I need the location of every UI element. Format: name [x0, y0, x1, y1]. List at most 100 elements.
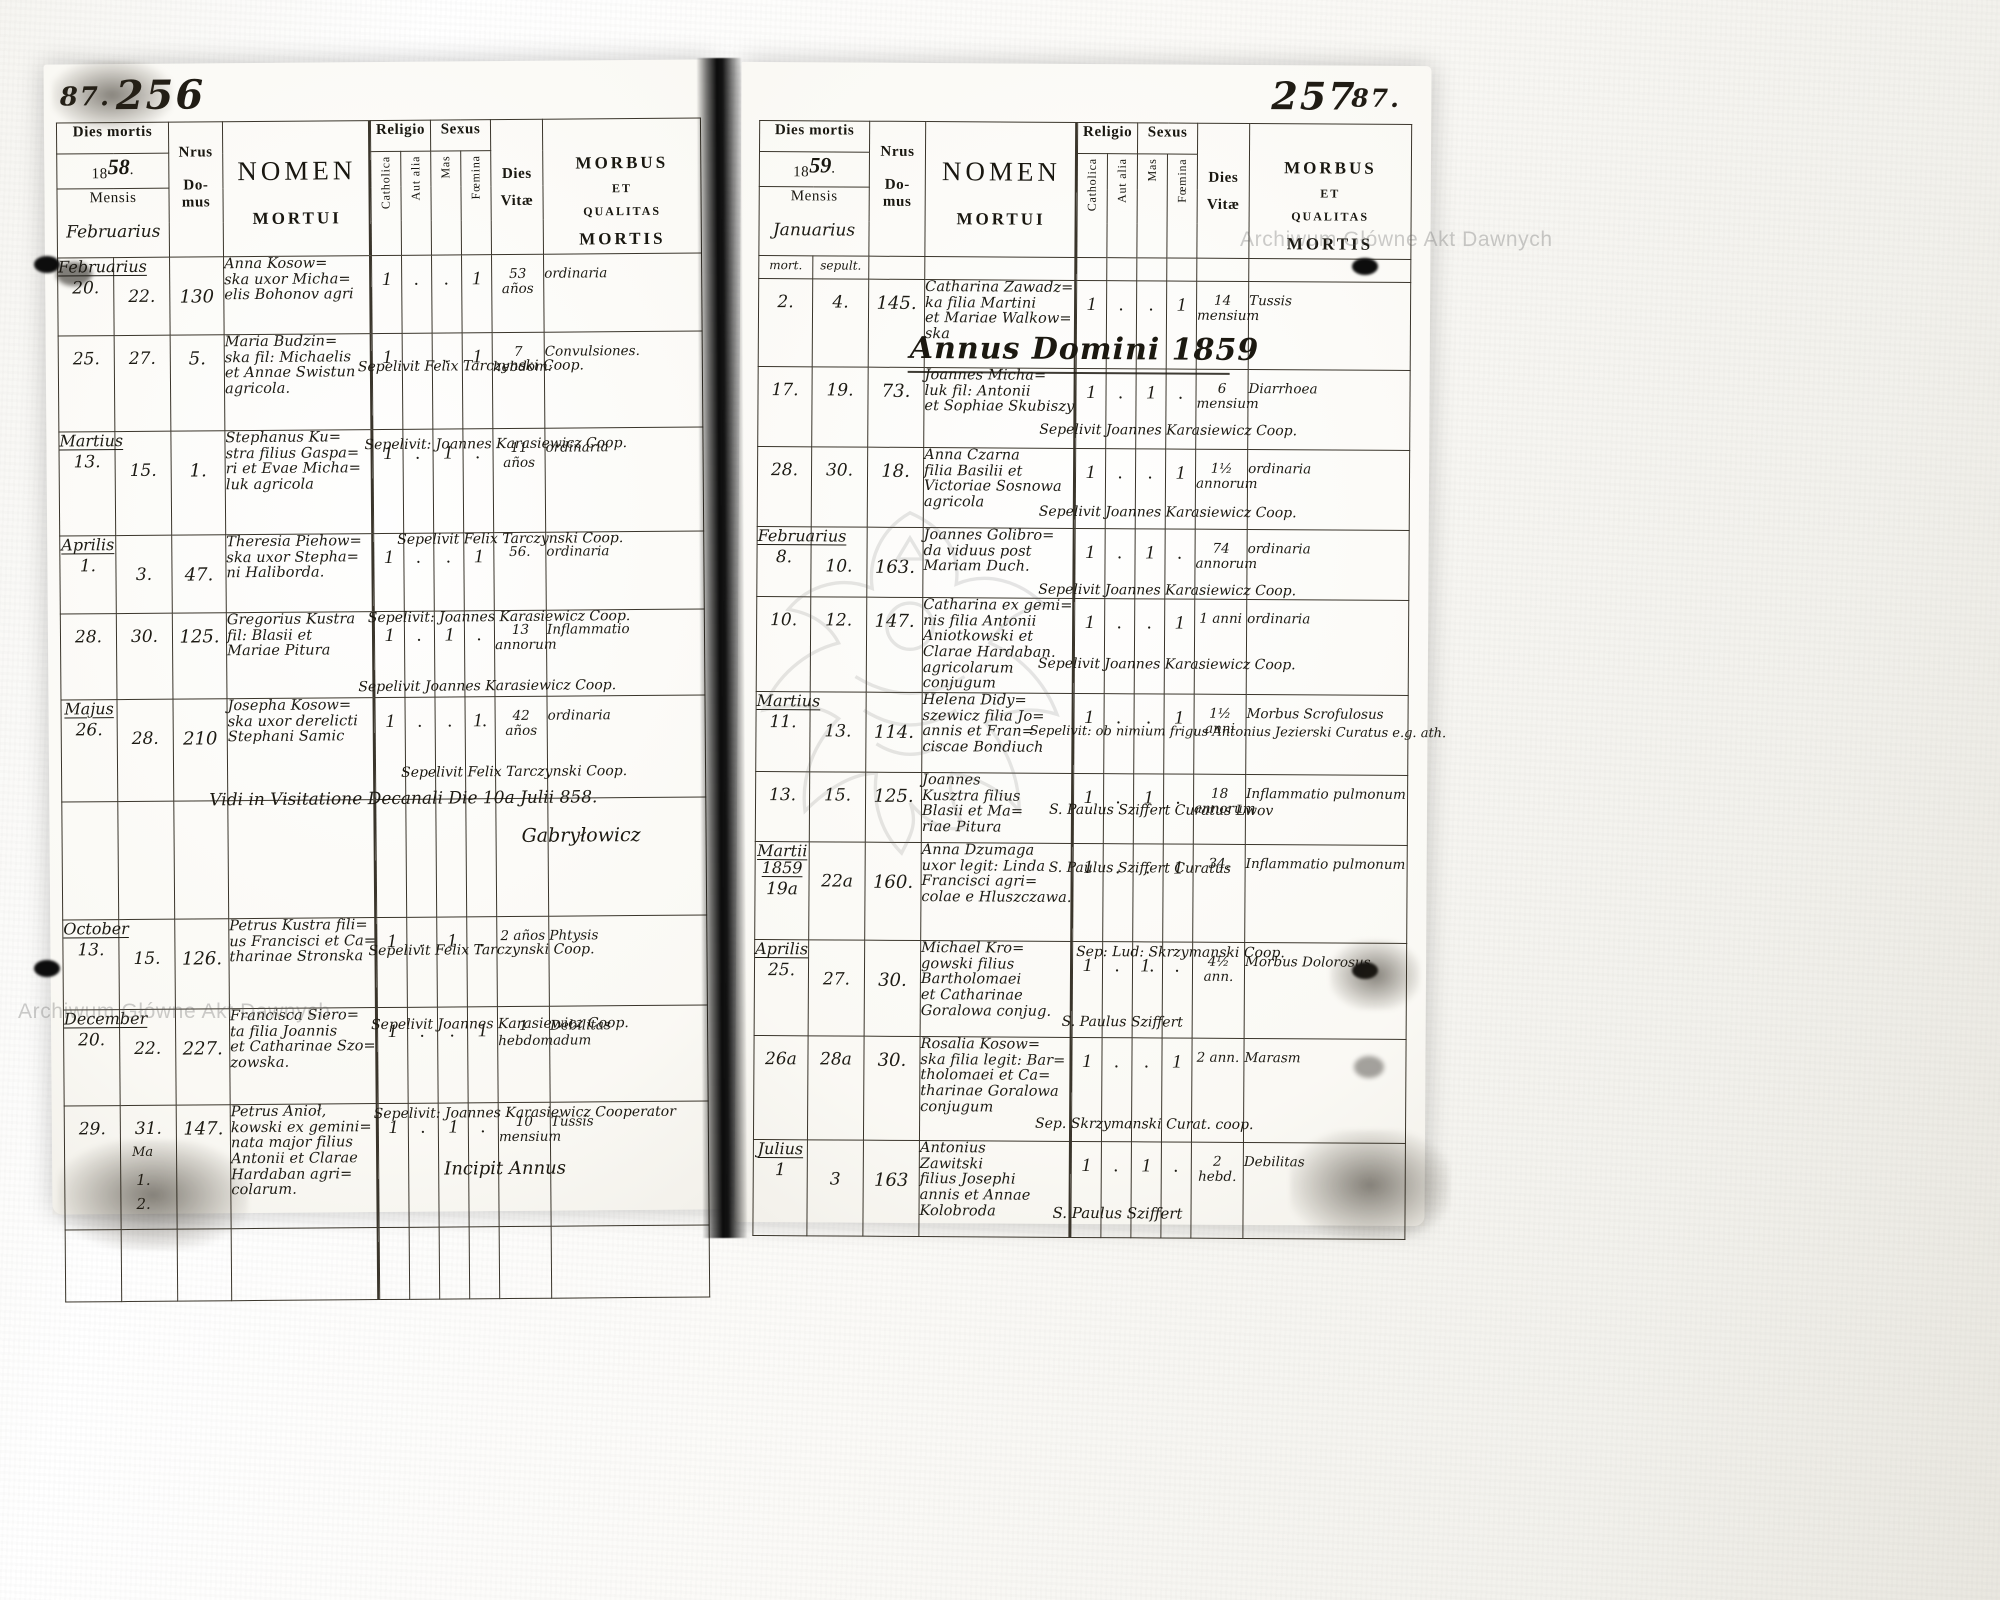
cell-numerus-domus: 125. — [865, 772, 922, 843]
cell-catholica: 1 — [378, 1103, 410, 1228]
deceased-name-line: Clarae Hardaban. — [922, 643, 1056, 661]
header-spacer-alia — [1106, 257, 1137, 281]
tally-mark: . — [444, 268, 450, 290]
cell-foemina: 1 — [1162, 843, 1194, 943]
cell-dies-mortis: Aprilis 25. — [754, 939, 809, 1036]
house-number: 1. — [189, 460, 207, 482]
table-row: 2. 4. 145. Catharina Zawadz= ka filia Martin… — [758, 278, 1411, 371]
right-page-leaf: 257 87. Dies mortis — [734, 61, 1446, 1240]
tally-mark: . — [420, 1020, 426, 1042]
burial-day: 4. — [832, 292, 849, 313]
cell-morbus-qualitas: Tussis — [1248, 281, 1411, 371]
tally-mark: . — [1117, 542, 1123, 564]
age-at-death: 2 años — [500, 927, 546, 945]
header-morbus-right: MORBUS — [1284, 158, 1377, 178]
cell-dies-mortis: 28. — [757, 446, 812, 527]
tally-mark: 1 — [447, 930, 457, 952]
cell-catholica: 1 — [1075, 448, 1106, 529]
tally-mark: 1 — [1081, 1154, 1092, 1176]
cell-morbus-qualitas — [547, 796, 707, 917]
tally-mark: . — [479, 930, 485, 952]
burial-day: 30. — [130, 626, 159, 647]
header-mas-right: Mas — [1136, 153, 1168, 259]
header-mortis: MORTIS — [579, 228, 666, 249]
deceased-name-line: Gregorius Kustra — [226, 611, 356, 629]
cell-morbus-qualitas: Morbus Dolorosus — [1244, 942, 1407, 1040]
table-row: 26a 28a 30. Rosalia Kosow= ska filia legit: … — [753, 1035, 1407, 1144]
cell-dies-vitae: 13 annorum — [494, 610, 557, 697]
table-row: 13. 15. 125. Joannes Kusztra filius Blasii et… — [755, 771, 1408, 846]
deceased-name-line: Michael Kro= — [921, 939, 1025, 957]
burial-day: 19. — [826, 380, 854, 401]
house-number: 47. — [184, 564, 214, 586]
burial-day: 28. — [131, 728, 159, 749]
header-nomen: NOMEN — [237, 155, 357, 187]
age-at-death: 56. — [509, 543, 531, 561]
cause-of-death: Convulsiones. — [544, 342, 640, 360]
cell-mas: . — [1134, 598, 1165, 694]
deceased-name-line: ni Haliborda. — [226, 564, 325, 582]
tally-mark: . — [414, 268, 420, 290]
month-label: Majus — [64, 699, 114, 719]
cell-nomen-mortui: Anna Czarna filia Basilii et Victoriae Sos… — [923, 447, 1076, 529]
cell-foemina: . — [462, 428, 494, 533]
cell-nomen-mortui: Petrus Anioł, kowski ex gemini= nata major… — [230, 1103, 380, 1229]
cell-aut-alia: . — [1104, 598, 1135, 694]
header-catholica-right: Catholica — [1076, 153, 1108, 258]
header-domus-line2-right: mus — [882, 193, 912, 210]
cell-dies-mortis: Februarius 8. — [756, 526, 846, 597]
death-day: 26a — [765, 1049, 797, 1070]
cell-mas: 1 — [1133, 773, 1164, 844]
cause-of-death — [548, 809, 705, 810]
house-number: 210 — [183, 728, 218, 750]
tally-mark: . — [1148, 462, 1154, 484]
cell-dies-mortis: 17. — [757, 366, 813, 447]
cell-numerus-domus: 30. — [863, 1036, 921, 1141]
cell-foemina: 1 — [1161, 1037, 1193, 1143]
cause-of-death: ordinaria — [545, 439, 609, 456]
table-row: Februarius 8. 10. 163. Joannes Golibro= da vi… — [756, 526, 1410, 601]
deceased-name-line: Francisca Siero= — [229, 1007, 360, 1025]
header-spacer-morbus — [1248, 258, 1411, 283]
tally-mark: . — [1173, 1155, 1179, 1177]
cell-mas: 1 — [436, 916, 468, 1008]
cause-of-death: Debilitas — [550, 1017, 611, 1034]
cell-morbus-qualitas: Morbus Scrofulosus — [1245, 694, 1409, 776]
table-row: 25. 27. 5. Maria Budzin= ska fil: Michaelis e… — [58, 330, 703, 433]
cell-dies-mortis: 10. — [756, 596, 811, 692]
header-vitae: Vitæ — [500, 192, 534, 210]
cell-dies-mortis — [65, 1229, 122, 1303]
cause-of-death: Tussis — [550, 1113, 594, 1130]
header-year-printed: 18 — [91, 166, 108, 183]
tally-mark: . — [477, 624, 482, 646]
death-day: 8. — [775, 547, 793, 568]
cell-morbus-qualitas: ordinaria — [544, 426, 704, 533]
header-year-written: 58 — [107, 153, 130, 180]
tally-mark: 1 — [1146, 382, 1156, 404]
cell-numerus-domus: 227. — [175, 1008, 231, 1106]
cell-dies-vitae: 18 annorum — [1193, 774, 1256, 845]
cell-dies-sepulturae: 3. — [115, 535, 173, 614]
tally-mark: . — [475, 442, 481, 464]
cell-aut-alia: . — [1100, 1141, 1132, 1238]
header-qualitas: QUALITAS — [583, 203, 662, 219]
cell-dies-vitae: 2 años — [496, 916, 550, 1007]
cell-nomen-mortui: Catharina Zawadz= ka filia Martini et Mari… — [924, 279, 1077, 369]
death-day: 29. — [78, 1119, 106, 1140]
cell-dies-sepulturae: 27. — [808, 939, 865, 1037]
month-label: December — [63, 1008, 148, 1029]
house-number: 5. — [188, 348, 206, 370]
cell-nomen-mortui: Stephanus Ku= stra filius Gaspa= ri et Eva… — [224, 429, 374, 535]
tally-mark: 1 — [477, 1020, 488, 1042]
tally-mark: 1 — [1086, 382, 1096, 404]
left-table-header: Dies mortis Nrus Do- mus NOMEN MORTUI — [56, 117, 702, 259]
cell-foemina: . — [1164, 529, 1196, 600]
cell-aut-alia: . — [1104, 528, 1136, 599]
tally-mark: 1 — [471, 268, 482, 290]
tally-mark: 1 — [384, 546, 394, 568]
death-day: 13. — [77, 940, 105, 961]
cell-numerus-domus: 163 — [862, 1140, 920, 1237]
house-number: 147. — [183, 1118, 224, 1140]
cell-foemina — [469, 1226, 500, 1299]
cell-numerus-domus: 160. — [864, 842, 922, 941]
